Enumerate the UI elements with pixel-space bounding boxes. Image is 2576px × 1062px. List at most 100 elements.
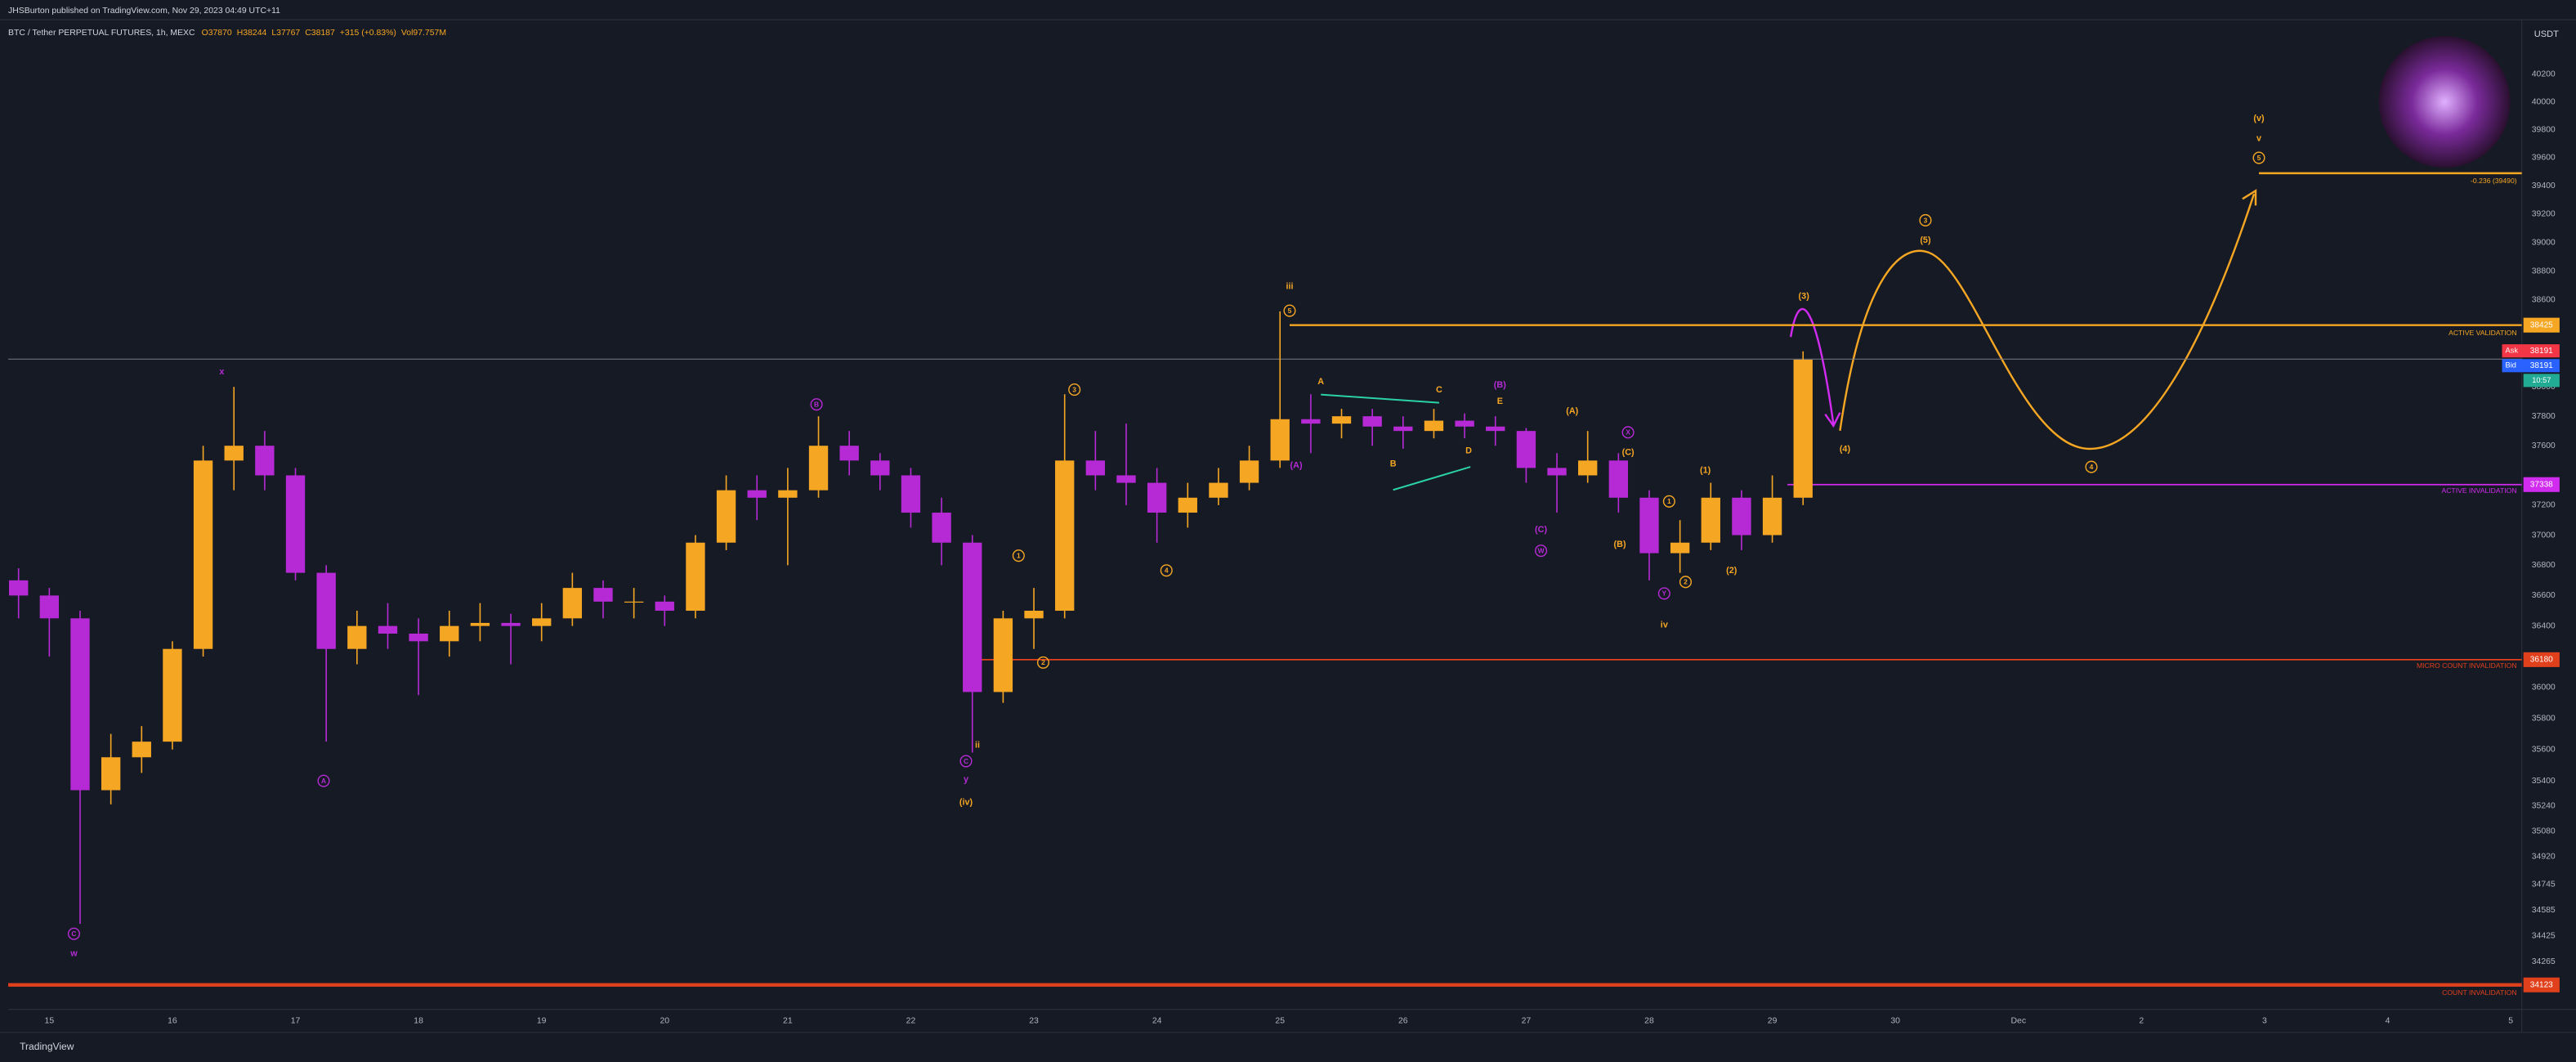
- candle-body: [163, 648, 182, 742]
- y-tick-label: 37600: [2532, 441, 2556, 450]
- y-tick-label: 39600: [2532, 154, 2556, 163]
- candle-body: [1547, 468, 1567, 476]
- y-tick-label: 35800: [2532, 714, 2556, 723]
- price-badge-label: 38425: [2530, 320, 2553, 329]
- x-tick-label: 22: [906, 1016, 916, 1025]
- arrow-head: [2242, 189, 2257, 206]
- x-tick-label: 20: [660, 1016, 669, 1025]
- level-label: MICRO COUNT INVALIDATION: [2417, 661, 2517, 670]
- wave-circle: [1068, 383, 1081, 397]
- candle-body: [1147, 482, 1167, 513]
- y-tick-label: 35600: [2532, 745, 2556, 754]
- candle-body: [747, 490, 767, 498]
- candle-body: [1578, 460, 1598, 476]
- legend: BTC / Tether PERPETUAL FUTURES, 1h, MEXC…: [8, 29, 446, 38]
- candle-body: [285, 475, 306, 573]
- wave-label: 4: [2090, 463, 2094, 471]
- ask-badge: [2502, 344, 2560, 358]
- countdown: 10:57: [2532, 376, 2551, 384]
- candle-body: [193, 460, 213, 649]
- wave-label: 2: [1041, 658, 1045, 666]
- y-tick-label: 34920: [2532, 853, 2556, 862]
- wave-label: x: [219, 367, 224, 377]
- wave-label: 4: [1165, 567, 1169, 575]
- candle-body: [316, 572, 336, 649]
- brand: TradingView: [20, 1041, 74, 1052]
- candle-body: [1639, 497, 1659, 553]
- x-tick-label: 24: [1152, 1016, 1162, 1025]
- wave-label: y: [964, 775, 968, 785]
- wave-circle: [1919, 213, 1932, 226]
- wave-label: (A): [1290, 461, 1303, 471]
- candle-body: [1362, 416, 1382, 427]
- x-tick-label: 29: [1768, 1016, 1778, 1025]
- candle-body: [562, 588, 583, 619]
- candle-body: [70, 618, 90, 791]
- price-badge: [2523, 317, 2560, 333]
- wave-label: (B): [1494, 380, 1506, 390]
- x-tick-label: 28: [1644, 1016, 1654, 1025]
- wave-label: 1: [1667, 497, 1671, 505]
- price-badge: [2523, 652, 2560, 667]
- wave-label: Y: [1662, 589, 1667, 598]
- ohlc: H38244: [237, 29, 267, 38]
- wave-label: E: [1497, 397, 1503, 406]
- candle-body: [1701, 497, 1720, 543]
- wave-label: W: [1538, 546, 1545, 554]
- wave-circle: [2085, 460, 2098, 473]
- x-tick-label: 16: [168, 1016, 177, 1025]
- candle-body: [932, 513, 951, 543]
- y-tick-label: 37800: [2532, 412, 2556, 421]
- wave-label: 3: [1072, 385, 1076, 393]
- x-tick-label: 30: [1890, 1016, 1900, 1025]
- wave-label: ii: [975, 740, 980, 750]
- wave-circle: [1283, 304, 1296, 317]
- bid-badge: [2502, 359, 2560, 373]
- y-tick-label: 37000: [2532, 531, 2556, 540]
- bid-label: Bid: [2506, 361, 2516, 370]
- wave-circle: [1657, 587, 1670, 600]
- candle-body: [470, 622, 490, 626]
- level-label: ACTIVE VALIDATION: [2449, 329, 2517, 337]
- ask-value: 38191: [2530, 347, 2553, 356]
- wave-circle: [1662, 495, 1675, 508]
- ohlc: +315 (+0.83%): [340, 29, 396, 38]
- ohlc: L37767: [271, 29, 300, 38]
- y-tick-label: 34425: [2532, 932, 2556, 941]
- wave-label: 1: [1017, 551, 1021, 559]
- candle-body: [409, 634, 428, 642]
- triangle-line: [1321, 393, 1440, 404]
- y-tick-label: 40200: [2532, 70, 2556, 79]
- y-tick-label: 39400: [2532, 181, 2556, 190]
- candle-body: [378, 625, 398, 634]
- wave-label: 5: [2257, 154, 2261, 162]
- candle-body: [224, 446, 244, 461]
- candle-body: [532, 618, 552, 626]
- x-tick-label: 25: [1275, 1016, 1285, 1025]
- projection-path: [1789, 307, 1835, 424]
- wave-circle: [1535, 544, 1548, 558]
- candle-body: [778, 490, 798, 498]
- wave-label: (C): [1622, 447, 1635, 457]
- candle-body: [1116, 475, 1136, 483]
- candle-body: [624, 601, 644, 603]
- y-tick-label: 38000: [2532, 383, 2556, 392]
- x-tick-label: 19: [537, 1016, 547, 1025]
- wave-label: D: [1465, 446, 1472, 455]
- projection-path: [1839, 193, 2256, 450]
- wave-label: B: [1390, 459, 1397, 469]
- candle-body: [255, 446, 275, 476]
- y-tick-label: 39800: [2532, 125, 2556, 134]
- countdown-badge: [2523, 374, 2560, 388]
- wave-label: (iv): [959, 798, 973, 808]
- wave-label: 2: [1684, 578, 1688, 586]
- y-tick-label: 36400: [2532, 621, 2556, 630]
- candle-body: [347, 625, 367, 649]
- x-tick-label: 15: [45, 1016, 55, 1025]
- x-tick-label: 3: [2262, 1016, 2267, 1025]
- candle-body: [1762, 497, 1782, 535]
- candle-body: [1085, 460, 1106, 476]
- y-tick-label: 34265: [2532, 957, 2556, 966]
